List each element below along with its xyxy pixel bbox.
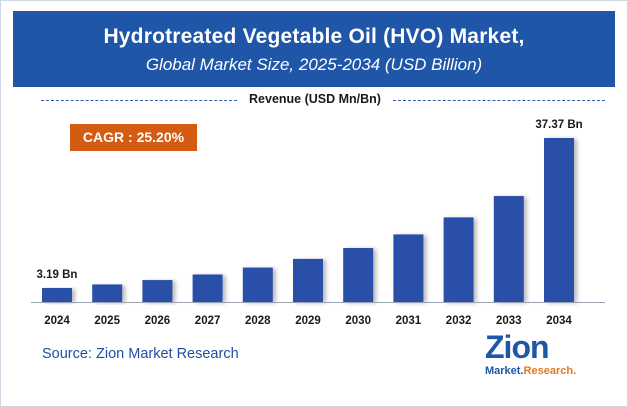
bar-2030: [343, 248, 374, 302]
bar-2034: [544, 138, 574, 302]
bar-2033: [493, 196, 524, 302]
bar-2025: [92, 284, 123, 302]
bar-2029: [293, 258, 323, 302]
data-label-2024: 3.19 Bn: [37, 269, 78, 281]
bar-2027: [192, 274, 223, 302]
bar-2032: [443, 217, 474, 302]
revenue-label: Revenue (USD Mn/Bn): [249, 92, 381, 106]
bar-2031: [393, 234, 424, 302]
source-note: Source: Zion Market Research: [42, 346, 239, 362]
x-tick-2026: 2026: [145, 315, 171, 327]
x-tick-2030: 2030: [345, 315, 371, 327]
logo-wordmark: Zion: [485, 329, 550, 365]
logo-subtext-part2: Research.: [523, 365, 577, 377]
x-tick-2033: 2033: [496, 315, 522, 327]
bar-2028: [242, 267, 273, 302]
x-tick-2029: 2029: [295, 315, 321, 327]
chart-subtitle: Global Market Size, 2025-2034 (USD Billi…: [145, 55, 483, 74]
x-tick-2027: 2027: [195, 315, 221, 327]
x-tick-2024: 2024: [44, 315, 70, 327]
revenue-divider-left: [41, 100, 237, 101]
zion-logo: Zion Market.Research.: [485, 329, 581, 381]
x-tick-2025: 2025: [94, 315, 120, 327]
logo-subtext-part1: Market.: [485, 365, 524, 377]
x-tick-2028: 2028: [245, 315, 271, 327]
chart-header: Hydrotreated Vegetable Oil (HVO) Market,…: [13, 11, 615, 87]
cagr-badge: CAGR : 25.20%: [70, 124, 197, 151]
bar-2026: [142, 280, 173, 302]
chart-title: Hydrotreated Vegetable Oil (HVO) Market,: [103, 25, 525, 48]
x-tick-2031: 2031: [396, 315, 422, 327]
revenue-divider-right: [393, 100, 605, 101]
x-tick-2032: 2032: [446, 315, 472, 327]
x-tick-2034: 2034: [546, 315, 572, 327]
bar-2024: [42, 288, 72, 302]
data-label-2034: 37.37 Bn: [535, 119, 582, 131]
logo-subtext: Market.Research.: [485, 365, 576, 377]
